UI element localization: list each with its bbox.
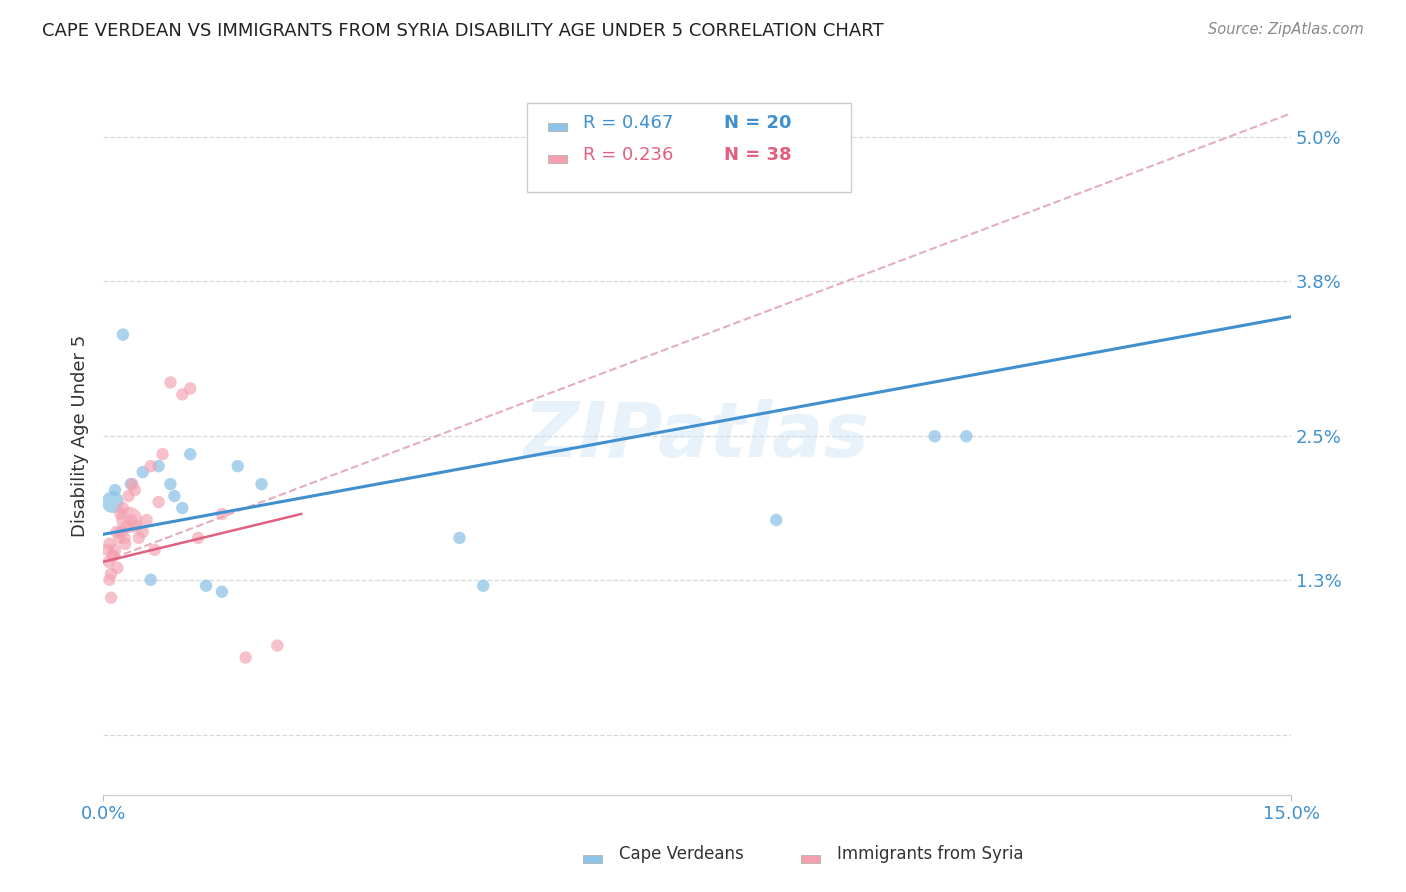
Point (148, 459, 170, 474)
Point (104, 542, 127, 557)
Point (124, 483, 146, 497)
Point (135, 513, 157, 527)
Point (118, 513, 141, 527)
Point (139, 459, 162, 474)
Point (101, 495, 124, 509)
Text: CAPE VERDEAN VS IMMIGRANTS FROM SYRIA DISABILITY AGE UNDER 5 CORRELATION CHART: CAPE VERDEAN VS IMMIGRANTS FROM SYRIA DI… (42, 22, 884, 40)
Point (226, 459, 249, 474)
Point (104, 483, 127, 497)
Point (132, 524, 155, 539)
Point (159, 376, 181, 390)
Text: N = 38: N = 38 (724, 146, 792, 164)
Point (110, 524, 132, 539)
Point (179, 381, 201, 395)
Text: Immigrants from Syria: Immigrants from Syria (837, 846, 1024, 863)
Point (235, 650, 257, 665)
Point (163, 489, 186, 503)
Point (179, 447, 201, 461)
Text: Cape Verdeans: Cape Verdeans (619, 846, 744, 863)
Point (924, 429, 946, 443)
Point (105, 524, 128, 539)
Point (211, 584, 233, 599)
Point (100, 591, 122, 605)
Point (98, 573, 121, 587)
Point (449, 531, 471, 545)
Text: ZIPatlas: ZIPatlas (524, 400, 870, 474)
Text: Source: ZipAtlas.com: Source: ZipAtlas.com (1208, 22, 1364, 37)
Point (765, 513, 787, 527)
Point (121, 477, 143, 491)
Text: R = 0.467: R = 0.467 (583, 114, 673, 132)
Point (105, 561, 128, 575)
Point (110, 507, 132, 521)
Text: N = 20: N = 20 (724, 114, 792, 132)
Point (111, 501, 134, 516)
Point (111, 327, 134, 342)
Point (114, 537, 136, 551)
Point (108, 531, 131, 545)
Point (120, 513, 142, 527)
Point (250, 477, 273, 491)
Point (120, 477, 142, 491)
Text: R = 0.236: R = 0.236 (583, 146, 673, 164)
Point (139, 573, 162, 587)
Point (100, 566, 122, 581)
Point (187, 531, 209, 545)
Point (955, 429, 977, 443)
Point (96, 542, 118, 557)
Y-axis label: Disability Age Under 5: Disability Age Under 5 (72, 335, 89, 537)
Point (143, 542, 166, 557)
Point (114, 531, 136, 545)
Point (115, 519, 138, 533)
Point (128, 531, 150, 545)
Point (172, 501, 194, 516)
Point (266, 639, 288, 653)
Point (195, 579, 218, 593)
Point (472, 579, 495, 593)
Point (98, 537, 121, 551)
Point (152, 447, 174, 461)
Point (103, 549, 125, 563)
Point (125, 519, 148, 533)
Point (159, 477, 181, 491)
Point (172, 387, 194, 401)
Point (132, 465, 155, 479)
Point (97, 555, 120, 569)
Point (117, 489, 139, 503)
Point (211, 507, 233, 521)
Point (101, 549, 124, 563)
Point (148, 495, 170, 509)
